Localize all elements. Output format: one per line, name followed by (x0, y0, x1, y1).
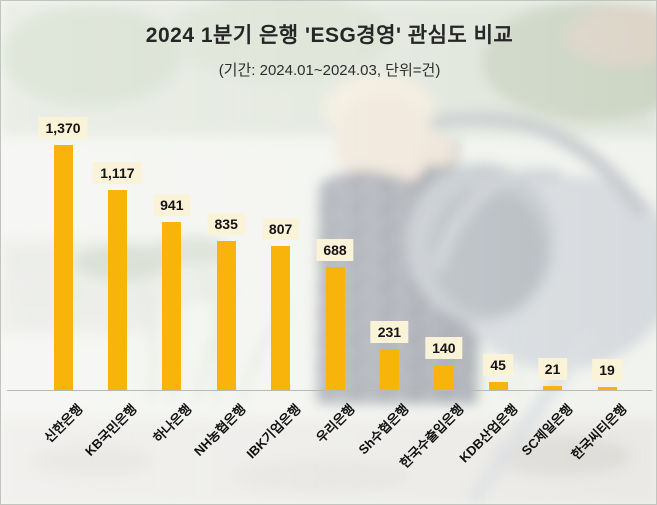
chart-title: 2024 1분기 은행 'ESG경영' 관심도 비교 (145, 24, 514, 47)
value-label: 941 (153, 194, 191, 216)
bar (53, 145, 73, 390)
value-label: 19 (592, 359, 622, 381)
value-label: 835 (207, 213, 245, 235)
category-label: 우리은행 (313, 401, 358, 446)
category-label: IBK기업은행 (243, 401, 304, 462)
value-label: 231 (370, 321, 409, 343)
bar (543, 386, 563, 390)
bar (271, 246, 291, 390)
value-label: 807 (261, 218, 300, 240)
bar (434, 365, 454, 390)
value-label: 45 (483, 354, 513, 376)
category-label: KB국민은행 (82, 401, 141, 459)
value-label: 688 (316, 239, 354, 261)
x-axis-line (7, 390, 652, 391)
category-label: 한국씨티은행 (568, 401, 630, 463)
value-label: 21 (537, 358, 568, 380)
category-label: 하나은행 (150, 401, 195, 446)
bar (488, 382, 508, 390)
value-label: 140 (425, 337, 463, 359)
chart-subtitle: (기간: 2024.01~2024.03, 단위=건) (218, 62, 441, 79)
bar (597, 387, 617, 390)
bar (107, 190, 127, 390)
category-label: NH농협은행 (191, 401, 249, 459)
bar (325, 267, 345, 390)
category-label: 신한은행 (41, 401, 86, 446)
bar (216, 241, 236, 390)
value-label: 1,117 (93, 162, 142, 184)
value-label: 1,370 (38, 117, 88, 139)
bar (162, 222, 182, 390)
bar (379, 349, 399, 390)
